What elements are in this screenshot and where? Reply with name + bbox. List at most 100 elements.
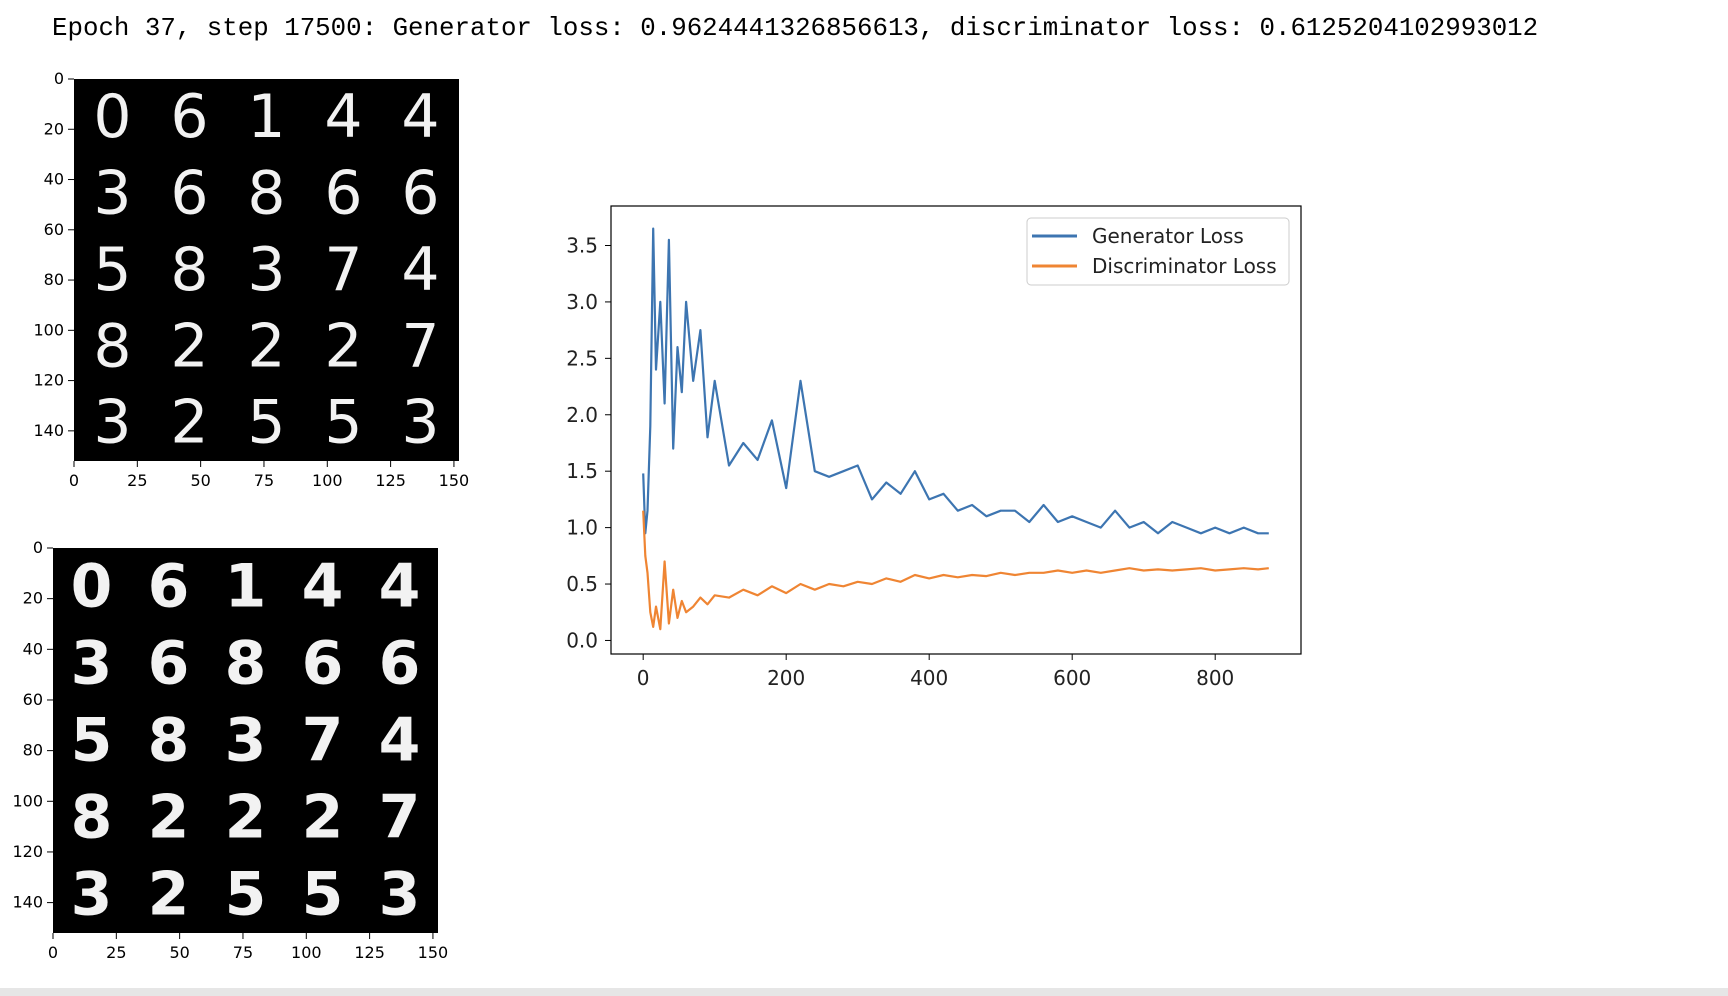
digit-0-0: 0 xyxy=(71,552,113,622)
digit-2-0: 5 xyxy=(93,235,131,305)
digit-1-0: 3 xyxy=(71,629,113,699)
digit-0-1: 6 xyxy=(170,82,208,152)
digit-4-2: 5 xyxy=(225,860,267,930)
x-tick-label: 100 xyxy=(291,943,322,962)
digit-1-4: 6 xyxy=(379,629,421,699)
y-tick-label: 60 xyxy=(44,220,64,239)
digit-4-4: 3 xyxy=(401,388,439,458)
y-tick-label: 80 xyxy=(44,270,64,289)
digit-0-3: 4 xyxy=(302,552,344,622)
y-tick-label: 120 xyxy=(33,371,64,390)
y-tick-label: 1.5 xyxy=(566,459,598,483)
x-tick-label: 100 xyxy=(312,471,343,490)
x-tick-label: 125 xyxy=(354,943,385,962)
y-tick-label: 2.0 xyxy=(566,403,598,427)
x-tick-label: 25 xyxy=(106,943,126,962)
digit-1-1: 6 xyxy=(148,629,190,699)
digit-4-1: 2 xyxy=(170,388,208,458)
digit-2-4: 4 xyxy=(379,706,421,776)
digit-3-3: 2 xyxy=(302,783,344,853)
training-log-line: Epoch 37, step 17500: Generator loss: 0.… xyxy=(52,14,1539,43)
x-tick-label: 800 xyxy=(1196,666,1234,690)
digit-1-4: 6 xyxy=(401,158,439,228)
x-tick-label: 600 xyxy=(1053,666,1091,690)
y-tick-label: 1.0 xyxy=(566,516,598,540)
image-background xyxy=(74,79,459,461)
digit-0-2: 1 xyxy=(247,82,285,152)
y-tick-label: 20 xyxy=(44,119,64,138)
x-tick-label: 50 xyxy=(190,471,210,490)
digit-2-2: 3 xyxy=(225,706,267,776)
digit-0-1: 6 xyxy=(148,552,190,622)
x-tick-label: 0 xyxy=(69,471,79,490)
y-tick-label: 40 xyxy=(44,170,64,189)
y-tick-label: 0.5 xyxy=(566,572,598,596)
digit-3-3: 2 xyxy=(324,311,362,381)
digit-4-1: 2 xyxy=(148,860,190,930)
digit-0-3: 4 xyxy=(324,82,362,152)
digit-0-4: 4 xyxy=(379,552,421,622)
digit-0-4: 4 xyxy=(401,82,439,152)
y-tick-label: 3.5 xyxy=(566,233,598,257)
digit-1-3: 6 xyxy=(324,158,362,228)
digit-2-1: 8 xyxy=(148,706,190,776)
digit-1-3: 6 xyxy=(302,629,344,699)
digit-4-3: 5 xyxy=(302,860,344,930)
digit-2-4: 4 xyxy=(401,235,439,305)
x-tick-label: 50 xyxy=(169,943,189,962)
digit-4-0: 3 xyxy=(93,388,131,458)
x-tick-label: 150 xyxy=(439,471,470,490)
series-line-discriminator-loss xyxy=(642,510,1269,631)
digit-2-1: 8 xyxy=(170,235,208,305)
digit-0-0: 0 xyxy=(93,82,131,152)
digit-3-1: 2 xyxy=(170,311,208,381)
series-line-generator-loss xyxy=(642,227,1269,535)
digit-3-1: 2 xyxy=(148,783,190,853)
digit-3-4: 7 xyxy=(379,783,421,853)
digit-2-0: 5 xyxy=(71,706,113,776)
digit-4-0: 3 xyxy=(71,860,113,930)
digit-1-1: 6 xyxy=(170,158,208,228)
legend-label: Generator Loss xyxy=(1092,224,1244,248)
x-tick-label: 0 xyxy=(48,943,58,962)
real-samples-image: 0 6 1 4 43 6 8 6 65 8 3 7 48 2 2 2 73 2 5 5 30 25 50 75 100 125 15… xyxy=(12,538,449,962)
legend-label: Discriminator Loss xyxy=(1092,254,1277,278)
x-tick-label: 25 xyxy=(127,471,147,490)
digit-1-0: 3 xyxy=(93,158,131,228)
digit-0-2: 1 xyxy=(225,552,267,622)
digit-2-3: 7 xyxy=(302,706,344,776)
y-tick-label: 0 xyxy=(33,538,43,557)
digit-2-2: 3 xyxy=(247,235,285,305)
digit-3-4: 7 xyxy=(401,311,439,381)
y-tick-label: 40 xyxy=(23,639,43,658)
x-tick-label: 200 xyxy=(767,666,805,690)
x-tick-label: 125 xyxy=(375,471,406,490)
digit-3-2: 2 xyxy=(225,783,267,853)
legend-box xyxy=(1026,217,1290,286)
generated-samples-image: 0 6 1 4 43 6 8 6 65 8 3 7 48 2 2 2 73 2 5 5 30 25 50 75 100 125 15… xyxy=(33,69,470,490)
y-tick-label: 3.0 xyxy=(566,290,598,314)
notebook-bottom-border xyxy=(0,988,1728,996)
digit-2-3: 7 xyxy=(324,235,362,305)
digit-3-0: 8 xyxy=(71,783,113,853)
y-tick-label: 100 xyxy=(12,791,43,810)
loss-chart: 0 200 400 600 800 0.0 0.5 1.0 1.5 2.0 2.5 3.0 3.5 Gen… xyxy=(566,205,1302,690)
x-tick-label: 0 xyxy=(637,666,650,690)
digit-3-2: 2 xyxy=(247,311,285,381)
y-tick-label: 2.5 xyxy=(566,346,598,370)
y-tick-label: 20 xyxy=(23,589,43,608)
y-tick-label: 80 xyxy=(23,741,43,760)
y-tick-label: 60 xyxy=(23,690,43,709)
digit-1-2: 8 xyxy=(247,158,285,228)
y-tick-label: 120 xyxy=(12,842,43,861)
x-tick-label: 75 xyxy=(233,943,253,962)
x-tick-label: 150 xyxy=(418,943,449,962)
y-tick-label: 0.0 xyxy=(566,628,598,652)
x-tick-label: 75 xyxy=(254,471,274,490)
y-tick-label: 140 xyxy=(33,421,64,440)
digit-4-3: 5 xyxy=(324,388,362,458)
y-tick-label: 100 xyxy=(33,320,64,339)
y-tick-label: 140 xyxy=(12,893,43,912)
digit-1-2: 8 xyxy=(225,629,267,699)
x-tick-label: 400 xyxy=(910,666,948,690)
